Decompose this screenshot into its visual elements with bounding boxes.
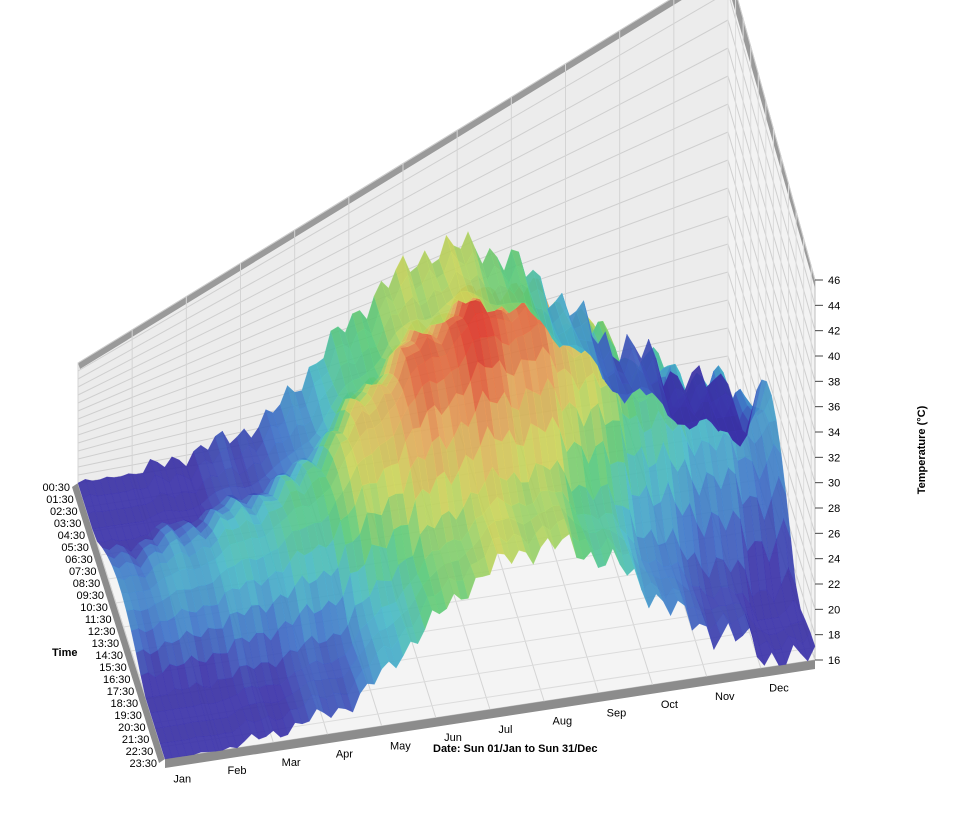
axis-ticks: 16 18 20 22 24 26 28 30 32 34 36 38 40 42 44 46 Jan Feb Ma… [42,275,840,785]
y-tick-label: 01:30 [46,494,74,506]
x-tick-label: Jul [498,724,512,736]
grid-line [729,0,816,306]
y-tick-label: 14:30 [95,650,123,662]
y-tick-label: 17:30 [107,686,135,698]
surface-cell [720,373,734,400]
z-tick-label: 18 [828,630,840,642]
y-tick-label: 18:30 [111,698,139,710]
x-tick-label: Aug [553,716,573,728]
y-tick-label: 22:30 [126,746,154,758]
z-tick-label: 20 [828,604,840,616]
y-tick-label: 02:30 [50,506,78,518]
grid-line [727,75,816,382]
back-wall-rim [78,0,682,369]
z-tick-label: 44 [828,300,840,312]
z-tick-label: 36 [828,402,840,414]
y-tick-label: 05:30 [61,542,89,554]
z-tick-label: 30 [828,478,840,490]
grid-line [727,19,816,331]
z-tick-label: 28 [828,503,840,515]
z-tick-label: 38 [828,376,840,388]
x-tick-label: Sep [607,707,627,719]
z-tick-label: 16 [828,655,840,667]
z-tick-label: 24 [828,554,840,566]
y-tick-label: 19:30 [114,710,142,722]
grid-line [737,0,816,281]
grid-line [727,103,816,407]
y-tick-label: 06:30 [65,554,93,566]
x-tick-label: Jun [444,732,462,744]
y-tick-label: 04:30 [58,530,86,542]
z-tick-label: 26 [828,528,840,540]
y-tick-label: 08:30 [73,578,101,590]
x-tick-label: Apr [336,749,353,761]
floor-front-edge [165,660,815,768]
y-axis-title: Time [52,647,77,659]
z-tick-label: 46 [828,275,840,287]
z-tick-label: 42 [828,326,840,338]
grid-line [727,159,816,458]
x-axis-title: Date: Sun 01/Jan to Sun 31/Dec [433,743,597,755]
z-axis-title: Temperature (°C) [916,405,928,494]
y-tick-label: 03:30 [54,518,82,530]
y-tick-label: 15:30 [99,662,127,674]
temperature-surface [77,231,816,760]
x-tick-label: Jan [173,773,191,785]
x-tick-label: Dec [769,683,789,695]
grid-line [727,47,816,357]
right-wall-rim [732,0,815,288]
x-tick-label: Feb [228,765,247,777]
y-tick-label: 07:30 [69,566,97,578]
y-tick-label: 12:30 [88,626,116,638]
x-tick-label: Mar [282,757,301,769]
z-tick-label: 40 [828,351,840,363]
y-tick-label: 10:30 [80,602,108,614]
floor-left-edge [72,483,165,763]
y-tick-label: 13:30 [92,638,120,650]
y-tick-label: 16:30 [103,674,131,686]
y-tick-label: 00:30 [42,482,70,494]
z-tick-label: 32 [828,452,840,464]
z-tick-label: 22 [828,579,840,591]
y-tick-label: 23:30 [129,758,157,770]
grid-line [727,131,816,433]
grid-line [727,243,816,534]
y-tick-label: 21:30 [122,734,150,746]
grid-line [727,215,816,509]
x-tick-label: Nov [715,691,735,703]
x-tick-label: May [390,740,411,752]
y-tick-label: 11:30 [85,614,112,626]
x-tick-label: Oct [661,699,678,711]
grid-line [727,187,816,483]
z-tick-label: 34 [828,427,840,439]
y-tick-label: 20:30 [118,722,146,734]
y-tick-label: 09:30 [77,590,105,602]
